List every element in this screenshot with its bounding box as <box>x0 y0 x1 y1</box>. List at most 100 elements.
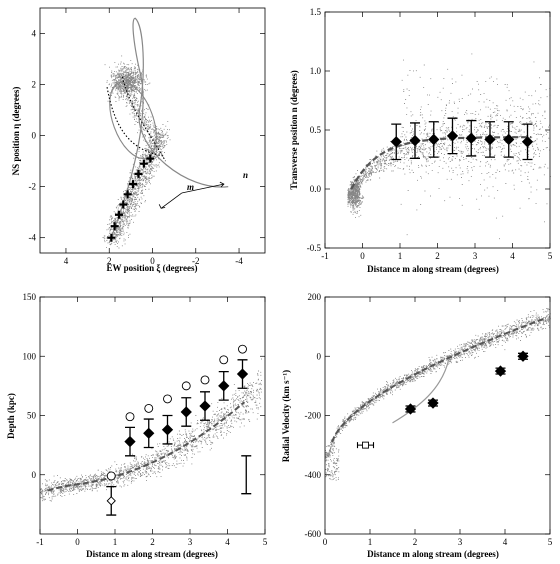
data-point-bl <box>218 380 230 392</box>
x-tick-label-tr: -1 <box>321 251 329 261</box>
stream-stars-tr <box>347 53 551 240</box>
x-tick-label-br: 3 <box>458 537 463 547</box>
reference-error-bar <box>241 455 252 495</box>
field-cross <box>134 169 143 178</box>
x-tick-label-tr: 2 <box>435 251 440 261</box>
x-axis-label-bl: Distance m along stream (degrees) <box>86 549 218 559</box>
stream-stars-br <box>325 308 551 481</box>
panel-tr-axes: -1 0 1 2 3 4 5 -0.5 0.0 0.5 1.0 1.5 <box>307 7 553 261</box>
data-point-tr <box>465 132 477 144</box>
annotation-n: n <box>243 170 248 180</box>
x-tick-label-br: 1 <box>368 537 373 547</box>
n-arrow-head <box>219 181 225 188</box>
x-axis-label-br: Distance m along stream (degrees) <box>367 549 499 559</box>
x-tick-label-tr: 3 <box>473 251 478 261</box>
x-tick-label-bl: 1 <box>113 537 118 547</box>
y-tick-label-br: -200 <box>305 411 322 421</box>
open-circle-point <box>219 355 229 365</box>
field-cross <box>114 210 123 219</box>
open-diamond-point <box>106 496 116 506</box>
x-tick-label-tl: 4 <box>64 256 69 266</box>
y-tick-label-tr: -0.5 <box>307 243 322 253</box>
y-tick-label-tl: 4 <box>32 29 37 39</box>
stream-track-bl <box>47 401 246 492</box>
y-axis-label-bl: Depth (kpc) <box>6 393 16 439</box>
panel-br-marks <box>356 350 529 449</box>
y-axis-label-tl: NS position η (degrees) <box>11 87 21 176</box>
y-tick-label-tr: 1.0 <box>310 66 322 76</box>
open-circle-point <box>125 412 135 422</box>
data-point-tr <box>428 133 440 146</box>
data-point-tr <box>521 136 534 148</box>
dotted-boundary <box>106 76 166 162</box>
data-point-br <box>494 365 507 377</box>
field-cross <box>146 154 155 163</box>
panel-br-axes: 0 1 2 3 4 5 -600 -400 -200 0 200 <box>305 292 553 547</box>
panel-bl-marks <box>106 344 252 516</box>
data-point-bl <box>161 424 174 436</box>
field-cross <box>110 222 119 231</box>
field-cross <box>129 180 138 189</box>
x-tick-label-tr: 4 <box>510 251 515 261</box>
stream-stars-bl <box>40 358 262 502</box>
panel-tl-labels: EW position ξ (degrees) NS position η (d… <box>11 87 248 273</box>
data-point-br <box>404 403 417 415</box>
data-point-bl <box>124 435 136 448</box>
y-tick-label-tr: 0.0 <box>310 184 322 194</box>
field-cross <box>107 233 116 242</box>
panel-bl-points <box>40 358 262 502</box>
data-point-bl <box>143 427 155 439</box>
field-cross <box>123 190 132 199</box>
orbit-track-br <box>392 359 450 424</box>
x-tick-label-br: 2 <box>413 537 418 547</box>
y-tick-label-br: 0 <box>317 351 322 361</box>
x-tick-label-br: 5 <box>548 537 553 547</box>
open-circle-point <box>106 471 116 481</box>
data-point-tr <box>390 136 402 148</box>
panel-br-points <box>325 308 551 481</box>
x-tick-label-br: 0 <box>323 537 328 547</box>
panel-tl-marks <box>107 154 225 242</box>
x-tick-label-tr: 0 <box>360 251 365 261</box>
data-point-bl <box>199 400 211 412</box>
x-axis-label-tr: Distance m along stream (degrees) <box>367 264 499 274</box>
y-axis-label-br: Radial Velocity (km s⁻¹) <box>281 370 291 462</box>
y-axis-label-tr: Transverse position n (degrees) <box>289 70 299 189</box>
y-tick-label-bl: 50 <box>27 411 37 421</box>
x-tick-label-bl: 2 <box>150 537 155 547</box>
open-square-point <box>362 441 369 449</box>
y-tick-label-tl: 0 <box>32 131 37 141</box>
x-tick-label-tr: 5 <box>548 251 553 261</box>
y-tick-label-tl: -2 <box>29 182 37 192</box>
data-point-bl <box>236 368 249 380</box>
x-tick-label-bl: 4 <box>225 537 230 547</box>
open-circle-point <box>163 394 172 404</box>
panel-tr-labels: Distance m along stream (degrees) Transv… <box>289 70 499 274</box>
panel-tr-marks <box>390 117 534 161</box>
y-tick-label-br: -600 <box>305 529 322 539</box>
open-circle-point <box>181 381 191 391</box>
y-tick-label-bl: 100 <box>23 351 37 361</box>
m-axis-arrow <box>160 192 182 209</box>
x-tick-label-tl: -2 <box>192 256 200 266</box>
x-axis-label-tl: EW position ξ (degrees) <box>107 263 198 273</box>
panel-tl-curves <box>106 17 229 244</box>
y-tick-label-tl: -4 <box>29 233 37 243</box>
x-tick-label-bl: 0 <box>75 537 80 547</box>
x-tick-label-bl: 5 <box>263 537 268 547</box>
data-point-tr <box>484 133 496 146</box>
field-cross <box>139 159 148 168</box>
panel-bl-curves <box>47 401 246 492</box>
x-tick-label-br: 4 <box>503 537 508 547</box>
open-circle-point <box>144 403 154 413</box>
y-tick-label-bl: 150 <box>23 292 37 302</box>
y-tick-label-tr: 1.5 <box>310 7 322 17</box>
data-point-br <box>517 350 529 362</box>
panel-bl-labels: Distance m along stream (degrees) Depth … <box>6 393 218 559</box>
y-tick-label-tl: 2 <box>32 80 37 90</box>
field-cross <box>119 200 128 209</box>
plot-frame-tl <box>39 7 266 254</box>
x-tick-label-bl: 3 <box>188 537 193 547</box>
panel-tr-curves <box>350 136 532 190</box>
